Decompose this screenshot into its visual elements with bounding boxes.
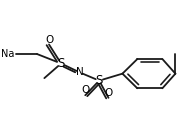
Text: O: O	[104, 88, 113, 98]
Text: O: O	[45, 35, 53, 45]
Text: N: N	[76, 67, 84, 77]
Text: S: S	[95, 74, 103, 87]
Text: S: S	[57, 57, 65, 70]
Text: O: O	[81, 85, 89, 95]
Text: Na: Na	[1, 49, 15, 59]
